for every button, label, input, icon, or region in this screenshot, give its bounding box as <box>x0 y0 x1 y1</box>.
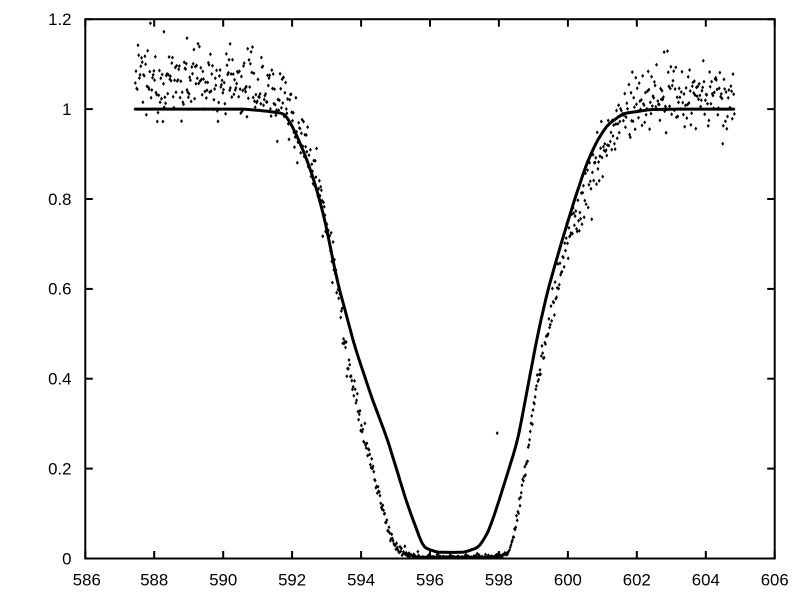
svg-text:594: 594 <box>347 570 375 589</box>
svg-text:1: 1 <box>62 100 71 119</box>
svg-text:592: 592 <box>278 570 306 589</box>
svg-text:600: 600 <box>554 570 582 589</box>
svg-text:590: 590 <box>209 570 237 589</box>
svg-text:602: 602 <box>623 570 651 589</box>
svg-text:588: 588 <box>140 570 168 589</box>
svg-text:0.8: 0.8 <box>48 190 71 209</box>
svg-text:598: 598 <box>485 570 513 589</box>
svg-text:604: 604 <box>692 570 720 589</box>
svg-text:596: 596 <box>416 570 444 589</box>
svg-text:0: 0 <box>62 549 71 568</box>
svg-text:1.2: 1.2 <box>48 10 71 29</box>
svg-text:606: 606 <box>761 570 789 589</box>
svg-text:0.4: 0.4 <box>48 370 71 389</box>
svg-text:586: 586 <box>73 570 101 589</box>
svg-text:0.6: 0.6 <box>48 280 71 299</box>
svg-text:0.2: 0.2 <box>48 459 71 478</box>
